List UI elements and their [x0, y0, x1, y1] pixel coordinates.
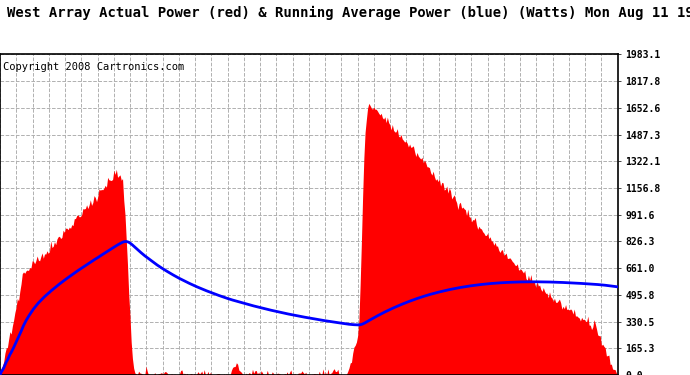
Text: Copyright 2008 Cartronics.com: Copyright 2008 Cartronics.com: [3, 62, 184, 72]
Text: West Array Actual Power (red) & Running Average Power (blue) (Watts) Mon Aug 11 : West Array Actual Power (red) & Running …: [7, 6, 690, 20]
